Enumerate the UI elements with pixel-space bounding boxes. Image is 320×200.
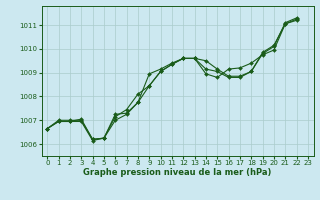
X-axis label: Graphe pression niveau de la mer (hPa): Graphe pression niveau de la mer (hPa) (84, 168, 272, 177)
